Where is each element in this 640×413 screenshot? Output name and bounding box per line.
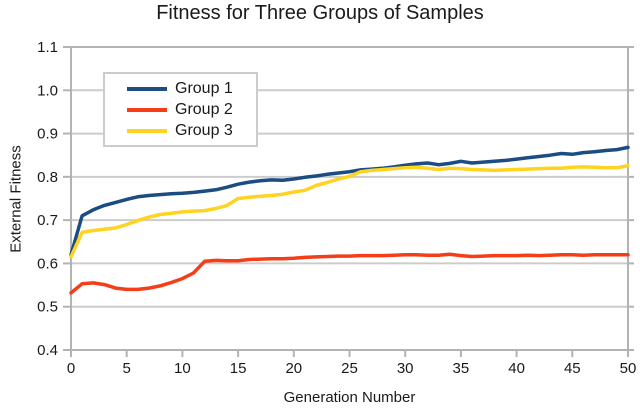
legend-swatch-group-2 xyxy=(127,107,167,112)
legend-label-group-2: Group 2 xyxy=(175,100,233,118)
y-tick-label: 1.1 xyxy=(37,39,58,56)
x-tick-label: 35 xyxy=(453,360,470,377)
legend-item-group-1: Group 1 xyxy=(105,79,256,99)
legend-label-group-3: Group 3 xyxy=(175,121,233,139)
legend-swatch-group-3 xyxy=(127,128,167,133)
y-tick-label: 0.7 xyxy=(37,212,58,229)
chart-title: Fitness for Three Groups of Samples xyxy=(156,2,484,24)
y-tick-label: 0.8 xyxy=(37,169,58,186)
series-line-group-3 xyxy=(69,163,630,259)
x-tick-label: 25 xyxy=(341,360,358,377)
legend: Group 1 Group 2 Group 3 xyxy=(103,72,258,147)
x-tick-label: 5 xyxy=(123,360,131,377)
y-tick-label: 0.5 xyxy=(37,299,58,316)
series-line-group-1 xyxy=(69,145,630,257)
plot-border xyxy=(70,46,629,351)
x-tick-label: 50 xyxy=(620,360,637,377)
legend-swatch-group-1 xyxy=(127,86,167,91)
series-line-group-2 xyxy=(69,252,630,295)
x-tick-label: 10 xyxy=(174,360,191,377)
legend-item-group-2: Group 2 xyxy=(105,100,256,120)
y-axis-title: External Fitness xyxy=(7,145,25,253)
x-tick-label: 20 xyxy=(285,360,302,377)
x-tick-label: 45 xyxy=(564,360,581,377)
x-axis-title: Generation Number xyxy=(283,389,416,406)
y-tick-label: 0.9 xyxy=(37,126,58,143)
x-tick-label: 40 xyxy=(508,360,525,377)
legend-label-group-1: Group 1 xyxy=(175,79,233,97)
legend-item-group-3: Group 3 xyxy=(105,121,256,141)
y-tick-label: 0.4 xyxy=(37,342,58,359)
y-tick-label: 0.6 xyxy=(37,255,58,272)
x-tick-label: 0 xyxy=(67,360,75,377)
x-tick-label: 15 xyxy=(230,360,247,377)
x-tick-label: 30 xyxy=(397,360,414,377)
y-tick-label: 1.0 xyxy=(37,82,58,99)
